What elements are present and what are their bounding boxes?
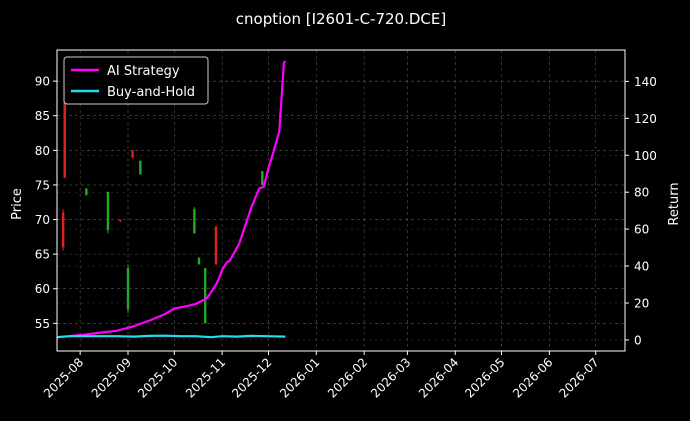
legend-box xyxy=(63,56,209,105)
y-right-tick-label: 100 xyxy=(634,149,657,163)
axes xyxy=(56,49,626,352)
candle-body xyxy=(131,150,134,158)
y-left-tick-label: 85 xyxy=(35,109,50,123)
candle-body xyxy=(106,191,110,230)
y-right-tick-label: 20 xyxy=(634,296,649,310)
legend-label-buy-and-hold: Buy-and-Hold xyxy=(107,85,195,100)
y-axis-right-label: Return xyxy=(667,182,682,225)
candle-body xyxy=(139,160,142,175)
y-right-tick-label: 0 xyxy=(634,333,642,347)
series-line-buy-and-hold xyxy=(56,334,286,339)
y-right-tick-label: 140 xyxy=(634,75,657,89)
legend-label-ai-strategy: AI Strategy xyxy=(107,64,180,79)
candle-body xyxy=(63,88,66,179)
candle-body xyxy=(197,257,201,265)
y-axis-left-label: Price xyxy=(10,188,25,220)
series-lines xyxy=(56,60,287,339)
candle-body xyxy=(61,212,65,248)
y-left-tick-label: 55 xyxy=(35,317,50,331)
candle-body xyxy=(203,267,207,324)
y-left-tick-label: 75 xyxy=(35,178,50,192)
candle-body xyxy=(85,188,88,196)
y-right-tick-label: 120 xyxy=(634,112,657,126)
y-left-tick-label: 70 xyxy=(35,213,50,227)
y-right-tick-label: 60 xyxy=(634,223,649,237)
chart-title: cnoption [I2601-C-720.DCE] xyxy=(236,10,446,28)
candles xyxy=(61,84,264,324)
candle-body xyxy=(261,171,264,185)
y-axis-right-ticks: 0 20 40 60 80 100 120 140 xyxy=(625,75,657,347)
y-axis-left-ticks: 55 60 65 70 75 80 85 90 xyxy=(35,75,57,331)
candle-body xyxy=(119,219,122,221)
legend: AI Strategy Buy-and-Hold xyxy=(63,56,209,105)
y-left-tick-label: 80 xyxy=(35,144,50,158)
y-left-tick-label: 65 xyxy=(35,248,50,262)
y-left-tick-label: 90 xyxy=(35,75,50,89)
y-left-tick-label: 60 xyxy=(35,282,50,296)
plot-frame xyxy=(56,49,626,352)
series-line-ai-strategy xyxy=(56,60,287,339)
candle-body xyxy=(214,226,218,265)
candle-body xyxy=(193,209,196,234)
y-right-tick-label: 40 xyxy=(634,260,649,274)
candle-body xyxy=(126,267,130,310)
grid xyxy=(57,50,625,351)
y-right-tick-label: 80 xyxy=(634,186,649,200)
